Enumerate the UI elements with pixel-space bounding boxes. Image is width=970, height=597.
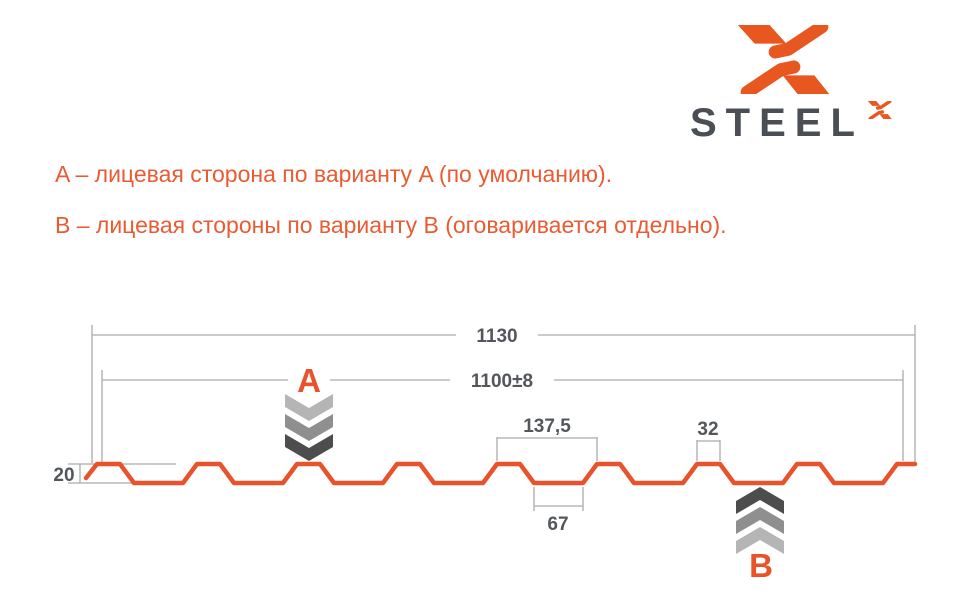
dim-rib-top-width: 32 <box>696 419 721 461</box>
dim-working-width: 1100±8 <box>101 359 904 462</box>
side-b-label: B <box>749 547 773 584</box>
side-b-marker: B <box>736 487 784 584</box>
dim-label-working-width: 1100±8 <box>471 371 533 392</box>
dim-label-valley-width: 67 <box>547 514 568 535</box>
brand-sup-x-icon <box>866 101 894 119</box>
dim-valley-width: 67 <box>533 487 584 535</box>
chevron-up-icon <box>736 487 784 554</box>
side-a-label: A <box>297 362 321 399</box>
steelx-x-logo-icon <box>737 25 830 94</box>
side-a-marker: A <box>285 362 333 461</box>
dim-label-profile-height: 20 <box>53 465 74 486</box>
profile-drawing: 1130 1100±8 137,5 32 <box>53 322 918 584</box>
dim-label-rib-pitch: 137,5 <box>523 416 571 437</box>
dim-label-overall-width: 1130 <box>476 326 517 347</box>
note-line-a: A – лицевая сторона по варианту A (по ум… <box>55 161 613 187</box>
brand-name-text: STEEL <box>690 101 864 145</box>
chevron-down-icon <box>285 394 333 461</box>
dim-rib-pitch: 137,5 <box>496 416 598 461</box>
dim-overall-width: 1130 <box>91 322 916 463</box>
brand-wordmark: STEEL <box>690 101 894 146</box>
dim-label-rib-top-width: 32 <box>697 419 718 440</box>
profile-outline <box>83 461 918 486</box>
note-line-b: B – лицевая стороны по варианту B (огова… <box>55 212 727 238</box>
brand-logo: STEEL <box>660 15 920 155</box>
